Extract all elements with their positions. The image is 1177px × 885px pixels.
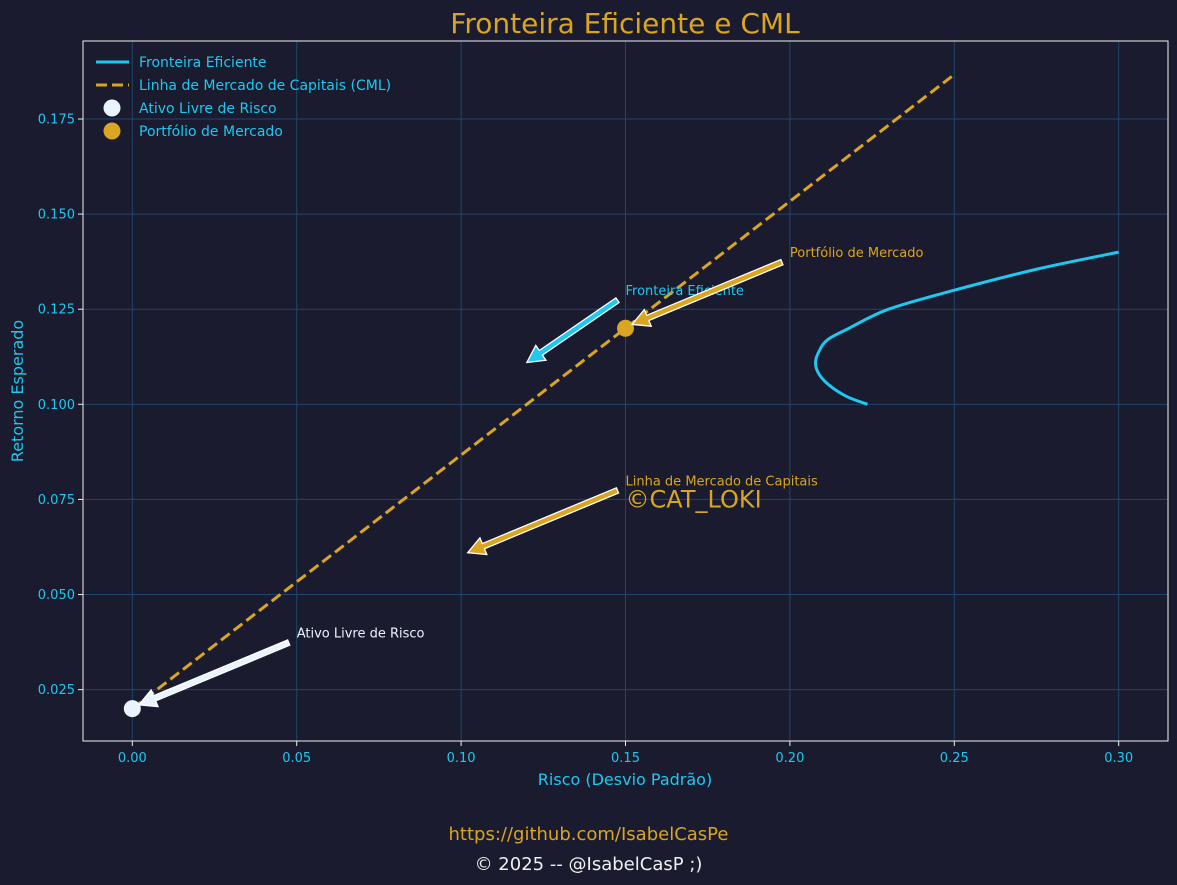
- grid: [83, 41, 1168, 741]
- legend-swatch-marker: [103, 99, 121, 117]
- watermark: ©CAT_LOKI: [626, 485, 762, 513]
- arrow-shape: [466, 486, 620, 556]
- market-portfolio-point: [617, 319, 634, 337]
- frontier-line: [814, 250, 1119, 406]
- y-tick-label: 0.125: [38, 303, 75, 318]
- legend-label: Fronteira Eficiente: [139, 55, 267, 71]
- annotation-label: Ativo Livre de Risco: [297, 627, 425, 642]
- annotation-arrow: [525, 296, 620, 364]
- legend-item: Linha de Mercado de Capitais (CML): [96, 78, 391, 94]
- legend-item: Portfólio de Mercado: [103, 122, 283, 140]
- y-tick-label: 0.150: [38, 208, 75, 223]
- x-tick-label: 0.30: [1104, 751, 1133, 766]
- legend-label: Linha de Mercado de Capitais (CML): [139, 78, 391, 94]
- annotation-arrow: [630, 258, 784, 327]
- x-tick-label: 0.20: [775, 751, 804, 766]
- risk-free-point: [123, 700, 141, 718]
- y-tick-label: 0.025: [38, 683, 75, 698]
- y-tick-label: 0.050: [38, 588, 75, 603]
- y-tick-label: 0.075: [38, 493, 75, 508]
- y-tick-label: 0.100: [38, 398, 75, 413]
- annotation-label: Linha de Mercado de Capitais: [626, 474, 819, 489]
- arrow-shape: [630, 258, 784, 327]
- annotation-label: Portfólio de Mercado: [790, 246, 924, 261]
- x-tick-label: 0.00: [118, 751, 147, 766]
- x-tick-label: 0.25: [940, 751, 969, 766]
- annotation-arrow: [137, 639, 291, 708]
- legend: Fronteira Eficiente Linha de Mercado de C…: [96, 55, 391, 140]
- y-axis-label: Retorno Esperado: [8, 320, 27, 462]
- plot-area: [123, 73, 1119, 718]
- legend-label: Ativo Livre de Risco: [139, 101, 277, 117]
- legend-label: Portfólio de Mercado: [139, 124, 283, 140]
- legend-item: Ativo Livre de Risco: [103, 99, 277, 117]
- footer-copyright: © 2025 -- @IsabelCasP ;): [474, 854, 703, 875]
- arrow-shape: [137, 639, 291, 708]
- y-tick-label: 0.175: [38, 112, 75, 127]
- arrow-shape: [525, 296, 620, 364]
- footer-github-link[interactable]: https://github.com/IsabelCasPe: [448, 824, 729, 845]
- x-axis-label: Risco (Desvio Padrão): [538, 770, 712, 789]
- legend-item: Fronteira Eficiente: [96, 55, 267, 71]
- chart-title: Fronteira Eficiente e CML: [450, 7, 800, 40]
- cml-line: [131, 73, 956, 710]
- annotation-arrow: [466, 486, 620, 556]
- x-tick-label: 0.10: [447, 751, 476, 766]
- x-tick-label: 0.05: [282, 751, 311, 766]
- legend-swatch-marker: [103, 122, 121, 140]
- x-tick-label: 0.15: [611, 751, 640, 766]
- axis-ticks: 0.00 0.05 0.10 0.15 0.20 0.25 0.30 0.025 0.050 0.…: [38, 112, 1133, 766]
